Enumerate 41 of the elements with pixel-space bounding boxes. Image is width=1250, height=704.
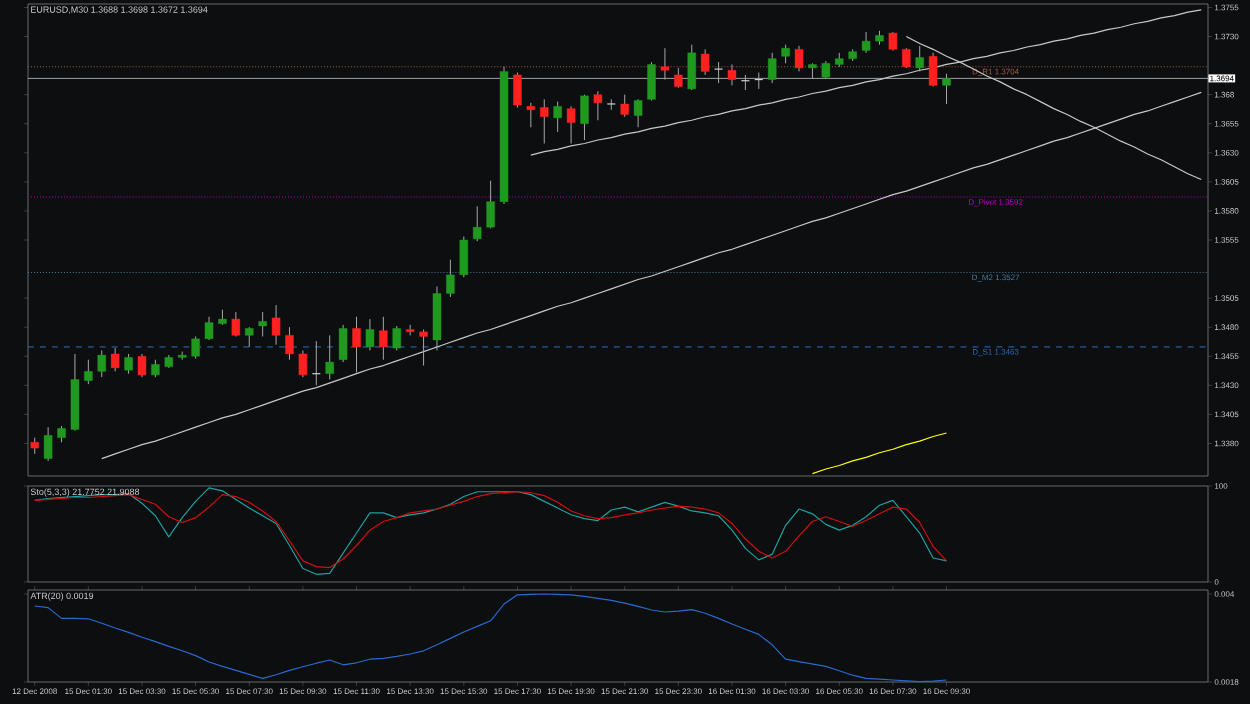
candlestick [794,45,804,72]
candlestick [781,44,790,64]
candlestick [633,98,643,128]
candlestick [298,349,308,378]
candlestick [392,325,401,351]
candlestick [861,31,871,54]
candlestick [84,359,93,385]
candlestick [137,353,147,378]
candlestick [110,347,120,372]
candlestick [124,353,133,375]
candlestick [379,316,388,361]
line-series [811,432,948,475]
candlestick [432,286,442,351]
candlestick [566,105,576,144]
candlestick [446,259,455,298]
candlestick [486,180,495,229]
candlestick [258,311,267,337]
candlestick [459,236,469,278]
candlestick [620,94,629,118]
candlestick [285,326,294,361]
candlestick [365,318,375,351]
candlestick [204,316,214,341]
candlestick [593,90,603,121]
candlestick [606,98,616,111]
candlestick [540,98,549,144]
candlestick [553,101,562,133]
candlestick [191,335,200,360]
candlestick [245,326,254,348]
candlestick [231,311,241,337]
candlestick [325,334,334,380]
candlestick [271,304,281,346]
candlestick [419,329,428,367]
candlestick [352,316,361,374]
candlestick [97,349,106,378]
candlestick [526,102,536,128]
candlestick [580,94,589,141]
candlestick [338,324,348,363]
candlestick [472,205,482,242]
candlestick [902,47,911,69]
candlestick [43,426,53,462]
candlestick [915,45,924,72]
